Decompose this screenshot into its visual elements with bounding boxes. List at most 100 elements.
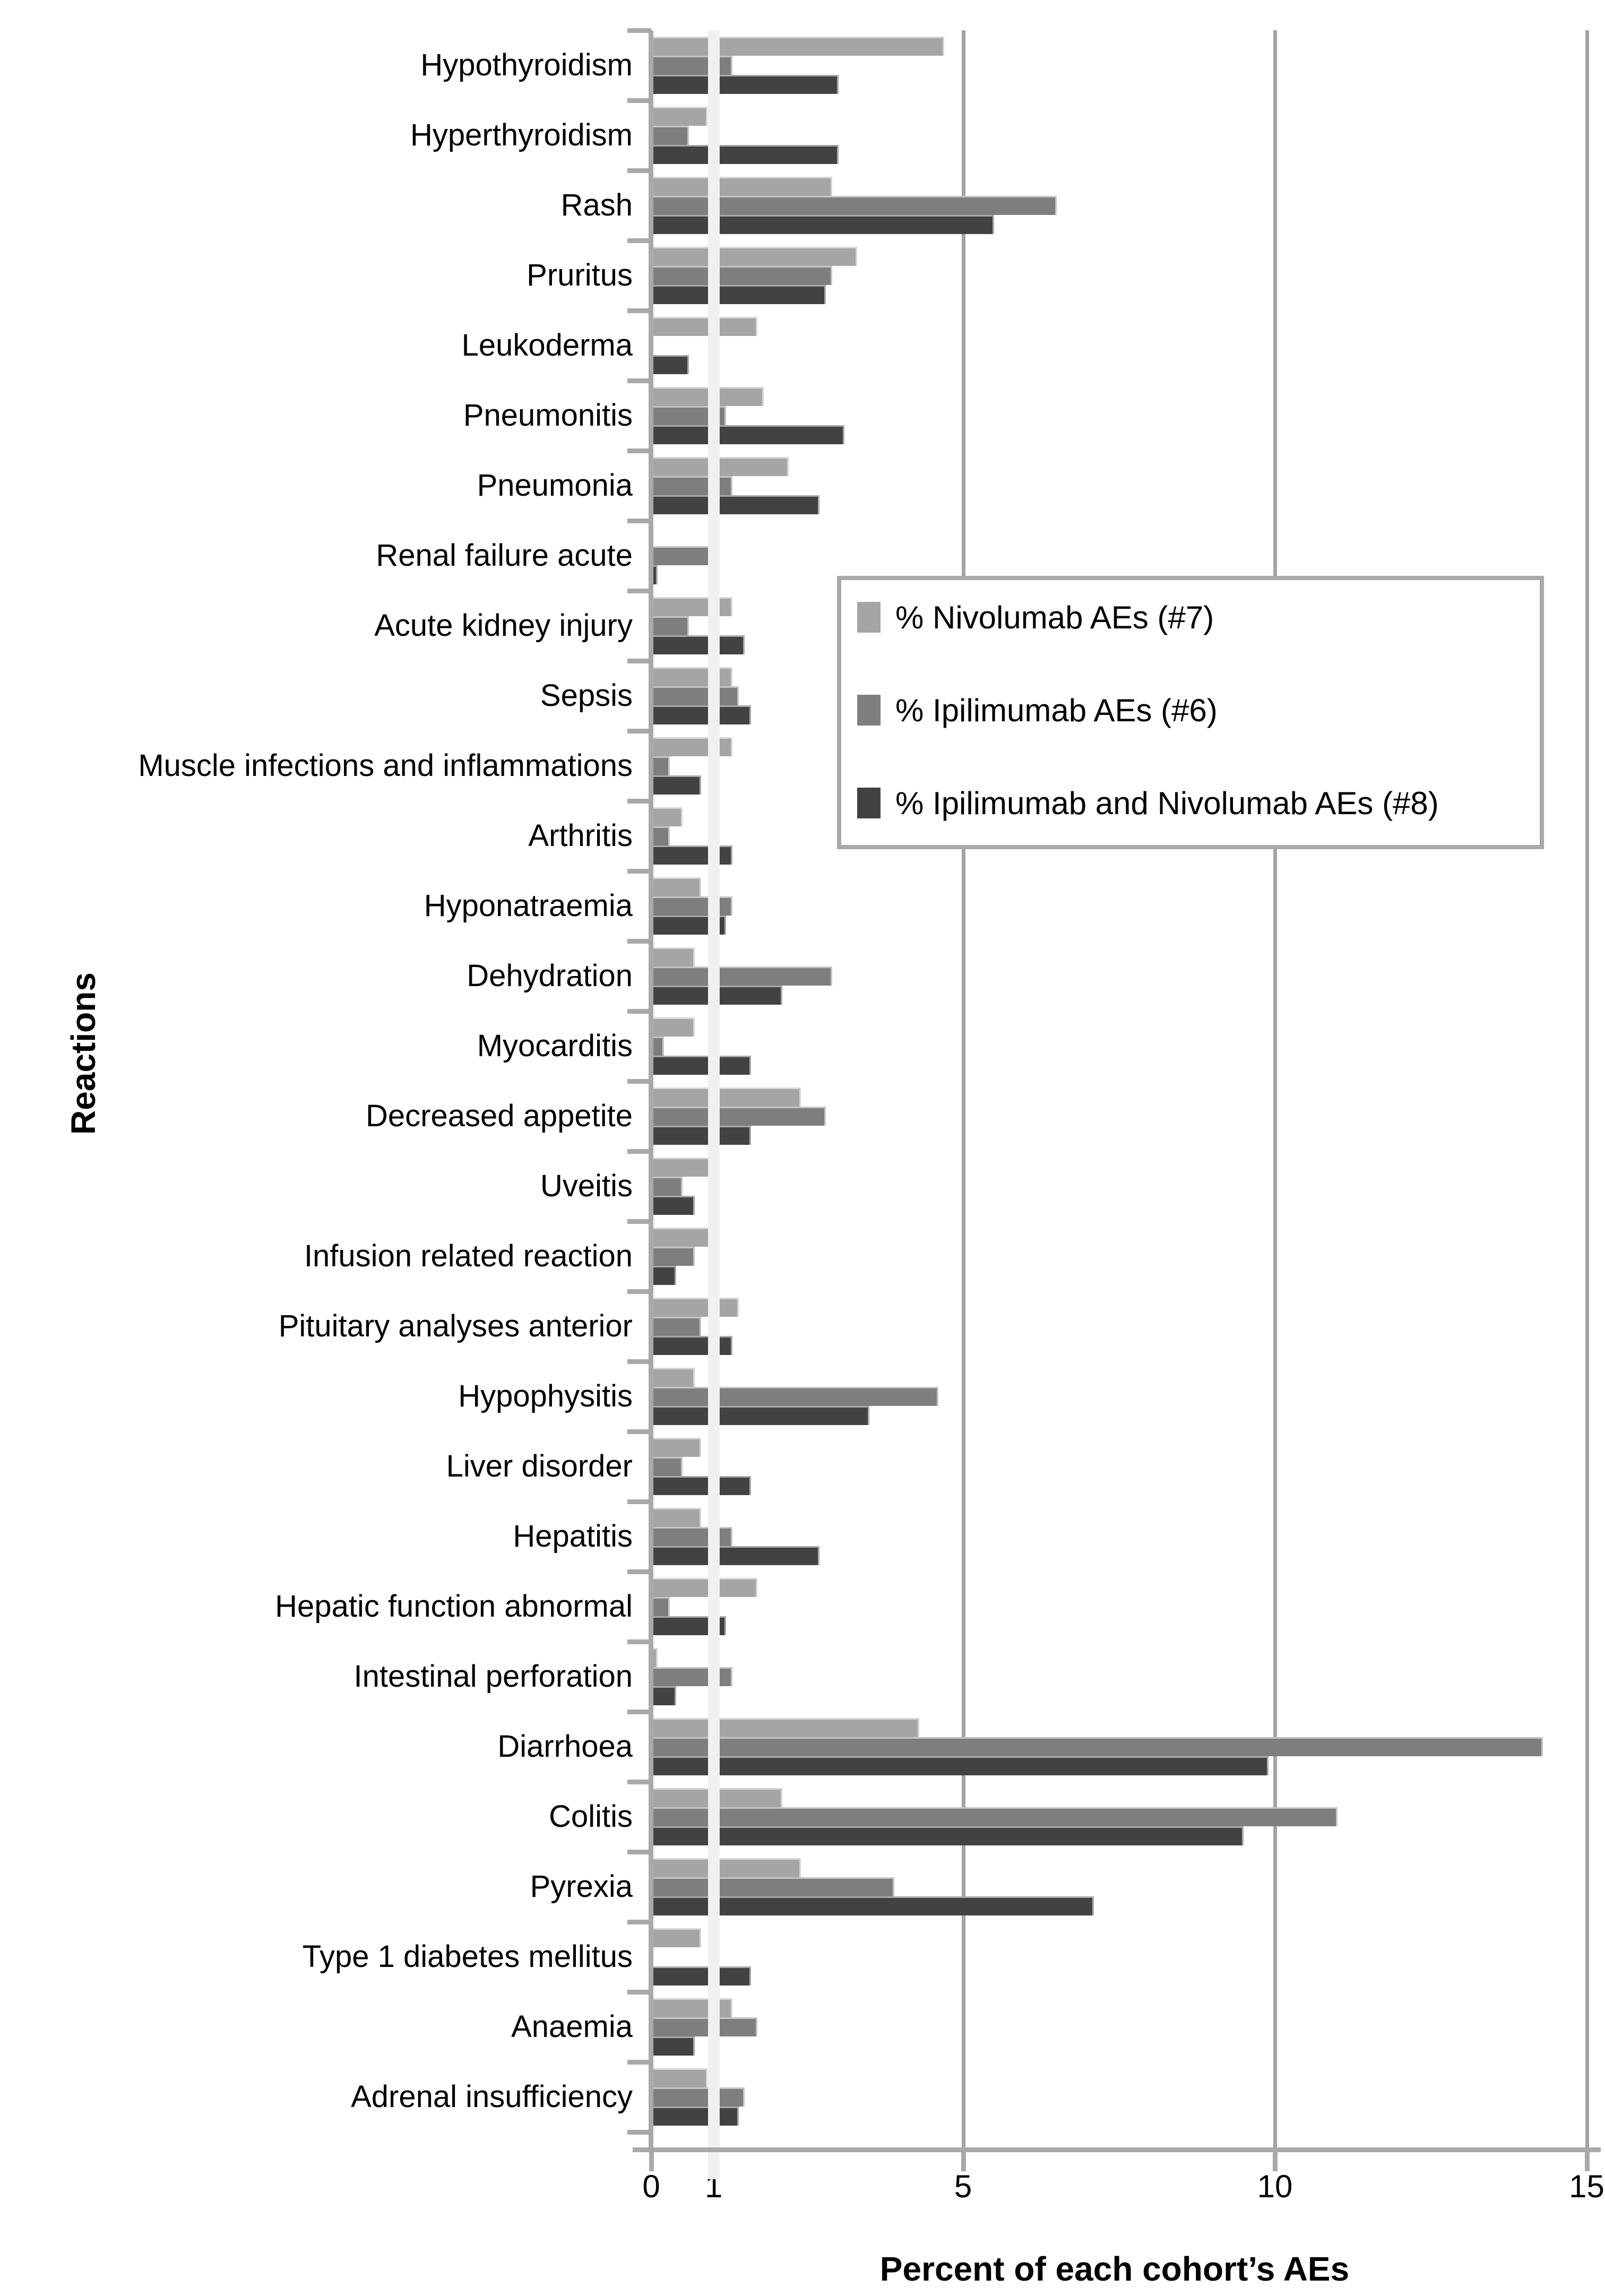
bar-hyponatraemia-s0 [651,877,701,896]
category-label: Uveitis [540,1169,633,1203]
legend-swatch-ipilimumab-nivolumab [857,788,881,818]
y-axis-tick [627,378,651,383]
bar-dehydration-s0 [651,947,695,966]
bar-anaemia-s2 [651,2036,695,2056]
bar-pruritus-s1 [651,266,832,285]
bar-hepatic-function-abnormal-s1 [651,1597,670,1616]
y-axis-tick [627,1569,651,1574]
bar-hepatitis-s0 [651,1508,701,1527]
bar-uveitis-s2 [651,1196,695,1215]
bar-hyperthyroidism-s2 [651,145,839,164]
bar-pyrexia-s0 [651,1858,801,1877]
y-axis-tick [627,659,651,663]
bar-sepsis-s1 [651,686,739,705]
x-axis-tick-label-15: 15 [1569,2169,1604,2204]
bar-arthritis-s2 [651,845,732,865]
y-axis-tick [627,799,651,804]
x-axis-tick-label-0: 0 [642,2169,660,2204]
legend-item: % Nivolumab AEs (#7) [857,596,1214,638]
bar-acute-kidney-injury-s2 [651,635,745,654]
y-axis-tick [627,1710,651,1714]
y-axis-tick [627,1149,651,1154]
y-axis-tick [627,1639,651,1644]
bar-leukoderma-s2 [651,355,689,374]
bar-decreased-appetite-s2 [651,1126,751,1145]
bar-infusion-related-reaction-s2 [651,1266,676,1285]
x-axis-tick-10 [1273,2152,1278,2171]
category-label: Arthritis [528,818,633,853]
y-axis-tick [627,2130,651,2135]
category-label: Acute kidney injury [374,608,633,643]
category-label: Infusion related reaction [304,1239,633,1273]
y-axis-tick [627,519,651,523]
legend-item: % Ipilimumab AEs (#6) [857,689,1218,731]
bar-myocarditis-s1 [651,1037,664,1056]
legend-swatch-nivolumab [857,602,881,633]
category-label: Rash [560,188,633,222]
bar-arthritis-s0 [651,807,683,826]
bar-sepsis-s0 [651,667,732,686]
category-label: Hepatic function abnormal [275,1589,633,1624]
bar-hypothyroidism-s2 [651,75,839,94]
bar-pituitary-analyses-anterior-s1 [651,1317,701,1336]
category-label: Hypophysitis [458,1379,633,1413]
bar-myocarditis-s0 [651,1017,695,1037]
x-axis-tick-0 [649,2152,654,2171]
category-label: Pyrexia [530,1869,633,1904]
category-label: Colitis [549,1799,633,1834]
y-axis-tick [627,1289,651,1294]
y-axis-tick [627,1429,651,1434]
category-label: Dehydration [467,959,633,993]
bar-diarrhoea-s0 [651,1718,919,1737]
bar-pneumonia-s0 [651,457,789,476]
bar-infusion-related-reaction-s1 [651,1247,695,1266]
category-label: Hepatitis [513,1519,633,1553]
y-axis-tick [627,2060,651,2065]
y-axis-tick [627,1499,651,1504]
bar-type-1-diabetes-mellitus-s0 [651,1928,701,1947]
y-axis-tick [627,729,651,733]
bar-adrenal-insufficiency-s0 [651,2068,707,2087]
bar-dehydration-s1 [651,966,832,986]
bar-rash-s2 [651,215,994,234]
legend: % Nivolumab AEs (#7) % Ipilimumab AEs (#… [837,576,1544,849]
gridline-15 [1585,30,1589,2151]
legend-swatch-ipilimumab [857,695,881,726]
bar-liver-disorder-s1 [651,1457,683,1476]
legend-item: % Ipilimumab and Nivolumab AEs (#8) [857,782,1439,824]
bar-pneumonia-s1 [651,476,732,495]
x-axis-tick-15 [1584,2152,1590,2171]
bar-pneumonitis-s2 [651,425,844,444]
bar-colitis-s2 [651,1826,1244,1845]
category-label: Renal failure acute [376,538,633,573]
bar-intestinal-perforation-s2 [651,1686,676,1705]
bar-diarrhoea-s1 [651,1737,1543,1756]
bar-intestinal-perforation-s1 [651,1667,732,1686]
x-axis-tick-label-5: 5 [954,2169,972,2204]
gridline-10 [1273,30,1277,2151]
bar-pneumonitis-s0 [651,387,764,406]
bar-decreased-appetite-s0 [651,1087,801,1107]
legend-label: % Ipilimumab AEs (#6) [895,692,1218,728]
bar-sepsis-s2 [651,705,751,724]
bar-muscle-infections-and-inflammations-s1 [651,756,670,775]
bar-acute-kidney-injury-s1 [651,616,689,635]
category-label: Adrenal insufficiency [351,2079,633,2114]
bar-decreased-appetite-s1 [651,1107,826,1126]
bar-pruritus-s0 [651,247,857,266]
bar-hyponatraemia-s1 [651,896,732,916]
bar-hyperthyroidism-s1 [651,126,689,145]
bar-anaemia-s0 [651,1998,732,2017]
bar-arthritis-s1 [651,826,670,845]
bar-diarrhoea-s2 [651,1756,1269,1775]
bar-pyrexia-s1 [651,1877,894,1896]
y-axis-tick [627,238,651,243]
y-axis-tick [627,308,651,313]
bar-hepatitis-s1 [651,1527,732,1546]
y-axis-tick [627,98,651,103]
bar-uveitis-s1 [651,1177,683,1196]
bar-colitis-s1 [651,1807,1338,1826]
gridline-5 [961,30,965,2151]
y-axis-tick [627,1079,651,1084]
bar-liver-disorder-s2 [651,1476,751,1495]
